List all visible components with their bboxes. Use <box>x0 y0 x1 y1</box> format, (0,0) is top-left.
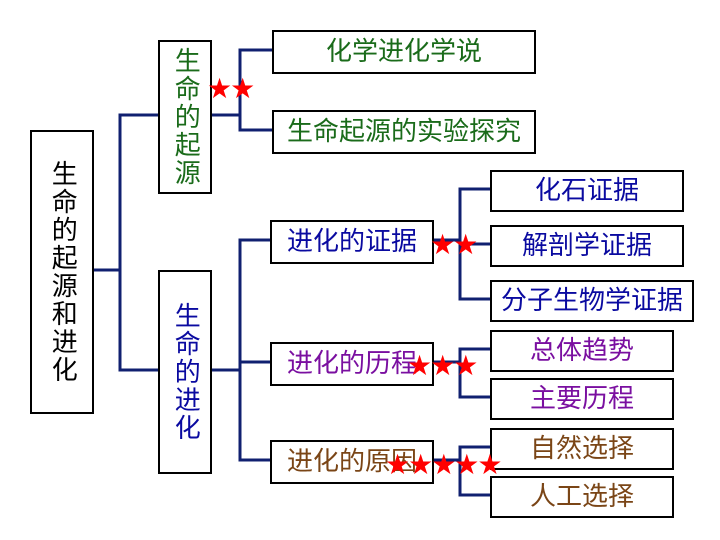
node-anatomy-evidence: 解剖学证据 <box>490 225 684 267</box>
node-evolution-evidence: 进化的证据 <box>270 220 434 264</box>
node-overall-trend: 总体趋势 <box>490 330 674 372</box>
node-origin: 生命的起源 <box>158 40 212 194</box>
star-icon: ★★ <box>207 72 253 106</box>
diagram-canvas: 生命的起源和进化 生命的起源 生命的进化 化学进化学说 生命起源的实验探究 进化… <box>0 0 720 540</box>
root-node: 生命的起源和进化 <box>30 130 94 414</box>
node-natural-selection: 自然选择 <box>490 428 674 470</box>
node-main-process: 主要历程 <box>490 378 674 420</box>
star-icon: ★★★★★ <box>385 448 501 482</box>
star-icon: ★★ <box>430 228 476 262</box>
node-origin-experiment: 生命起源的实验探究 <box>272 110 536 154</box>
node-chemical-evolution-theory: 化学进化学说 <box>272 30 536 74</box>
node-molecular-biology-evidence: 分子生物学证据 <box>490 280 694 322</box>
star-icon: ★★★ <box>407 349 476 383</box>
node-evolution: 生命的进化 <box>158 270 212 474</box>
node-fossil-evidence: 化石证据 <box>490 170 684 212</box>
node-artificial-selection: 人工选择 <box>490 476 674 518</box>
